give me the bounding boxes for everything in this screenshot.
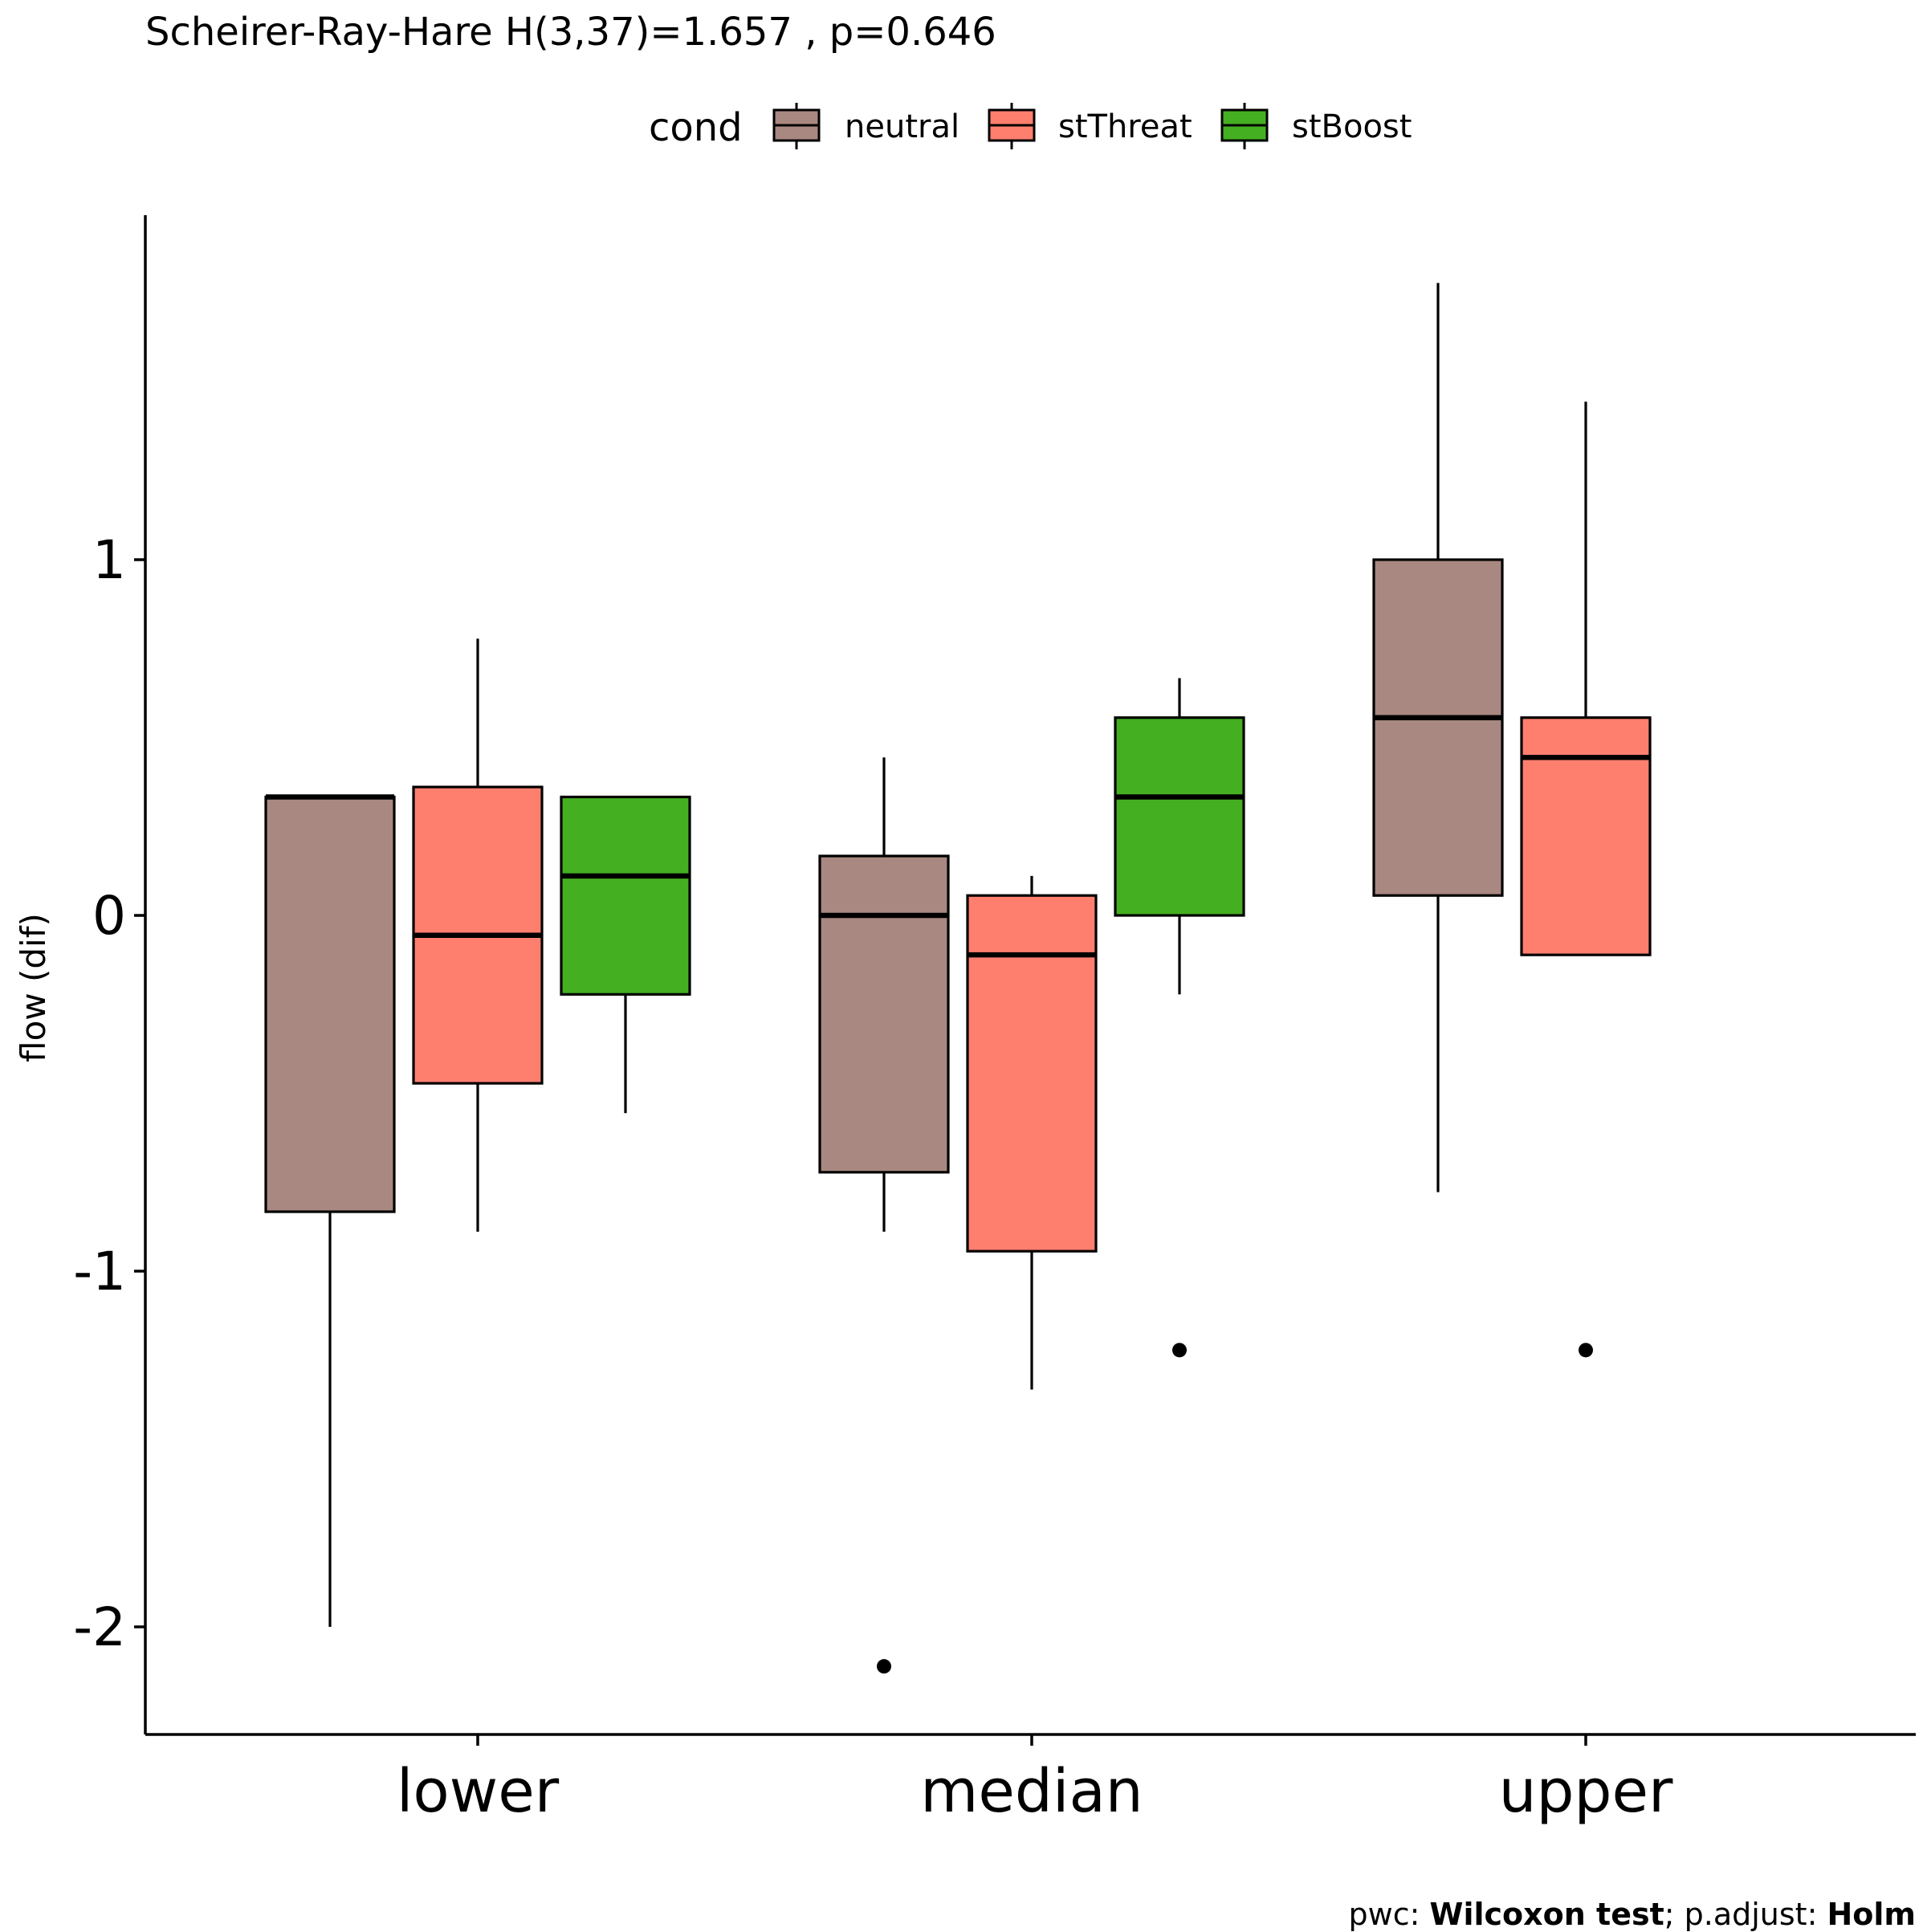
x-tick-label: upper bbox=[1499, 1757, 1673, 1826]
caption-pwc-label: pwc: bbox=[1348, 1897, 1430, 1932]
box-iqr bbox=[264, 795, 396, 1213]
box-neutral-lower bbox=[264, 794, 396, 1627]
y-tick-label: 1 bbox=[92, 529, 126, 591]
legend-item-neutral: neutral bbox=[772, 103, 959, 149]
caption: pwc: Wilcoxon test; p.adjust: Holm bbox=[1349, 1897, 1916, 1932]
box-iqr bbox=[1520, 716, 1652, 956]
box-neutral-median bbox=[818, 757, 950, 1674]
box-iqr bbox=[1372, 558, 1504, 897]
chart-title: Scheirer-Ray-Hare H(3,37)=1.657 , p=0.64… bbox=[145, 10, 996, 55]
legend-label: stThreat bbox=[1058, 108, 1192, 145]
box-stBoost-lower bbox=[560, 795, 691, 1114]
legend-title: cond bbox=[649, 105, 743, 150]
x-axis: lower median upper bbox=[145, 1733, 1916, 1826]
box-stThreat-median bbox=[966, 875, 1098, 1390]
box-stThreat-upper bbox=[1520, 401, 1652, 1358]
box-iqr bbox=[818, 854, 950, 1174]
caption-adjust-label: ; p.adjust: bbox=[1664, 1897, 1827, 1932]
caption-adjust-method: Holm bbox=[1827, 1897, 1916, 1932]
y-tick-label: -2 bbox=[73, 1596, 126, 1658]
legend-item-stThreat: stThreat bbox=[988, 103, 1192, 149]
box-iqr bbox=[560, 795, 691, 996]
caption-pwc-method: Wilcoxon test bbox=[1429, 1897, 1664, 1932]
x-tick-label: lower bbox=[397, 1757, 560, 1826]
box-neutral-upper bbox=[1372, 283, 1504, 1192]
legend-label: stBoost bbox=[1292, 108, 1412, 145]
y-axis-title: flow (dif) bbox=[14, 913, 53, 1062]
y-tick-label: 0 bbox=[92, 885, 126, 947]
y-axis: 1 0 -1 -2 bbox=[73, 215, 147, 1734]
outlier-point bbox=[1579, 1343, 1593, 1358]
outlier-point bbox=[877, 1659, 891, 1674]
boxplot-series bbox=[264, 283, 1652, 1674]
y-tick-label: -1 bbox=[73, 1241, 126, 1302]
x-tick-label: median bbox=[920, 1757, 1143, 1826]
outlier-point bbox=[1172, 1343, 1187, 1358]
box-stThreat-lower bbox=[412, 638, 544, 1232]
box-stBoost-median bbox=[1114, 678, 1245, 1358]
legend: cond neutral stThreat stBoost bbox=[649, 103, 1412, 150]
box-iqr bbox=[966, 894, 1098, 1253]
legend-item-stBoost: stBoost bbox=[1220, 103, 1412, 149]
legend-label: neutral bbox=[845, 108, 959, 145]
box-iqr bbox=[1114, 716, 1245, 917]
